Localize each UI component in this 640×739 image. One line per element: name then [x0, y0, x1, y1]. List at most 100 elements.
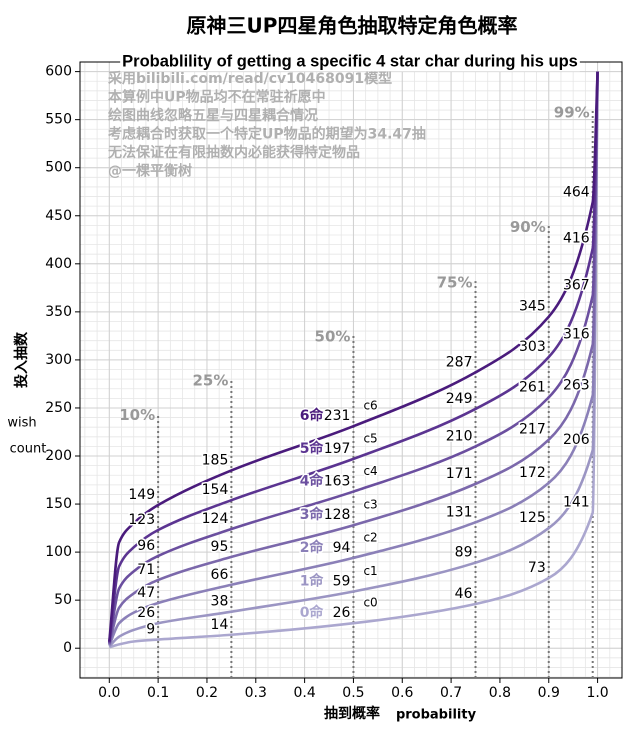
value-label: 38	[211, 594, 229, 610]
percentile-label: 90%	[510, 218, 546, 236]
y-tick-label: 100	[45, 544, 72, 560]
series-tag: c5	[363, 431, 377, 445]
note: 绘图曲线忽略五星与四星耦合情况	[108, 107, 318, 124]
y-tick-label: 500	[45, 160, 72, 176]
chart-title: 原神三UP四星角色抽取特定角色概率	[187, 14, 518, 38]
value-label: 217	[519, 422, 546, 438]
series-name: 4命	[300, 473, 325, 490]
series-line	[108, 71, 599, 649]
series-tag: c6	[363, 399, 377, 413]
value-label: 26	[333, 605, 351, 621]
series-line	[108, 71, 599, 642]
value-label: 316	[563, 327, 590, 343]
value-label: 59	[333, 574, 351, 590]
percentile-label: 99%	[554, 104, 590, 122]
value-label: 303	[519, 339, 546, 355]
value-label: 149	[128, 487, 155, 503]
series-name: 5命	[300, 440, 325, 457]
value-label: 96	[137, 538, 155, 554]
value-label: 154	[202, 482, 229, 498]
value-label: 141	[563, 495, 590, 511]
y-tick-label: 0	[63, 640, 72, 656]
value-label: 47	[137, 585, 155, 601]
series-line	[108, 71, 599, 648]
series-name: 2命	[300, 539, 325, 556]
x-tick-label: 0.6	[391, 685, 413, 701]
note: 采用bilibili.com/read/cv10468091模型	[107, 70, 392, 87]
value-label: 249	[446, 391, 473, 407]
subtitle-box	[120, 51, 580, 72]
value-label: 163	[324, 474, 351, 490]
percentile-label: 75%	[437, 274, 473, 292]
y-tick-label: 350	[45, 304, 72, 320]
chart-subtitle: Probablility of getting a specific 4 sta…	[122, 52, 578, 70]
note: 本算例中UP物品均不在常驻祈愿中	[108, 89, 326, 106]
series-tag: c1	[363, 564, 377, 578]
value-label: 185	[202, 452, 229, 468]
series-name: 3命	[300, 506, 325, 523]
value-label: 73	[528, 560, 546, 576]
value-label: 46	[455, 586, 473, 602]
x-axis-label-en: probability	[396, 708, 477, 723]
value-label: 125	[519, 510, 546, 526]
percentile-label: 25%	[192, 372, 228, 390]
value-label: 89	[455, 545, 473, 561]
y-tick-label: 450	[45, 208, 72, 224]
value-label: 367	[563, 278, 590, 294]
value-label: 66	[211, 567, 229, 583]
value-label: 71	[137, 562, 155, 578]
series-name: 1命	[300, 573, 325, 590]
note: 考虑耦合时获取一个特定UP物品的期望为34.47抽	[108, 126, 426, 143]
value-label: 128	[324, 507, 351, 523]
note: @一棵平衡树	[108, 163, 192, 180]
value-label: 231	[324, 408, 351, 424]
value-label: 95	[211, 539, 229, 555]
x-tick-label: 0.7	[440, 685, 462, 701]
x-axis-label: 抽到概率	[324, 705, 380, 722]
value-label: 206	[563, 432, 590, 448]
x-tick-label: 0.4	[293, 685, 315, 701]
x-tick-label: 0.0	[98, 685, 120, 701]
series-line	[108, 71, 599, 644]
x-tick-label: 1.0	[586, 685, 608, 701]
series-name: 0命	[300, 604, 325, 621]
series-tag: c2	[363, 530, 377, 544]
y-axis-label-en: wish	[7, 416, 36, 431]
series-line	[108, 71, 599, 645]
x-tick-label: 0.9	[538, 685, 560, 701]
value-label: 131	[446, 504, 473, 520]
value-label: 345	[519, 299, 546, 315]
y-tick-label: 250	[45, 400, 72, 416]
y-tick-label: 400	[45, 256, 72, 272]
value-label: 263	[563, 377, 590, 393]
x-tick-label: 0.2	[196, 685, 218, 701]
value-label: 9	[146, 622, 155, 638]
value-label: 210	[446, 428, 473, 444]
y-tick-label: 550	[45, 112, 72, 128]
value-label: 14	[211, 617, 229, 633]
value-label: 172	[519, 465, 546, 481]
x-tick-label: 0.5	[342, 685, 364, 701]
x-tick-label: 0.8	[489, 685, 511, 701]
value-label: 171	[446, 466, 473, 482]
value-label: 123	[128, 512, 155, 528]
series-tag: c3	[363, 498, 377, 512]
y-tick-label: 600	[45, 64, 72, 80]
note: 无法保证在有限抽数内必能获得特定物品	[107, 144, 360, 161]
value-label: 124	[202, 511, 229, 527]
y-axis-label-en: count	[10, 442, 47, 457]
series-tag: c4	[363, 464, 377, 478]
value-label: 94	[333, 540, 351, 556]
series-line	[108, 71, 599, 646]
series-name: 6命	[300, 407, 325, 424]
value-label: 197	[324, 441, 351, 457]
series-tag: c0	[363, 596, 377, 610]
y-tick-label: 150	[45, 496, 72, 512]
value-label: 26	[137, 605, 155, 621]
percentile-label: 50%	[315, 327, 351, 345]
x-tick-label: 0.1	[147, 685, 169, 701]
series-line	[108, 71, 599, 643]
value-label: 416	[563, 230, 590, 246]
y-tick-label: 200	[45, 448, 72, 464]
